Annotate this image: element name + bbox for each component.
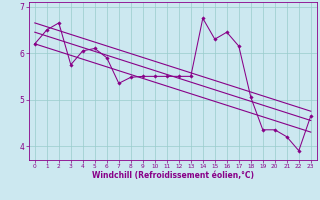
X-axis label: Windchill (Refroidissement éolien,°C): Windchill (Refroidissement éolien,°C) xyxy=(92,171,254,180)
